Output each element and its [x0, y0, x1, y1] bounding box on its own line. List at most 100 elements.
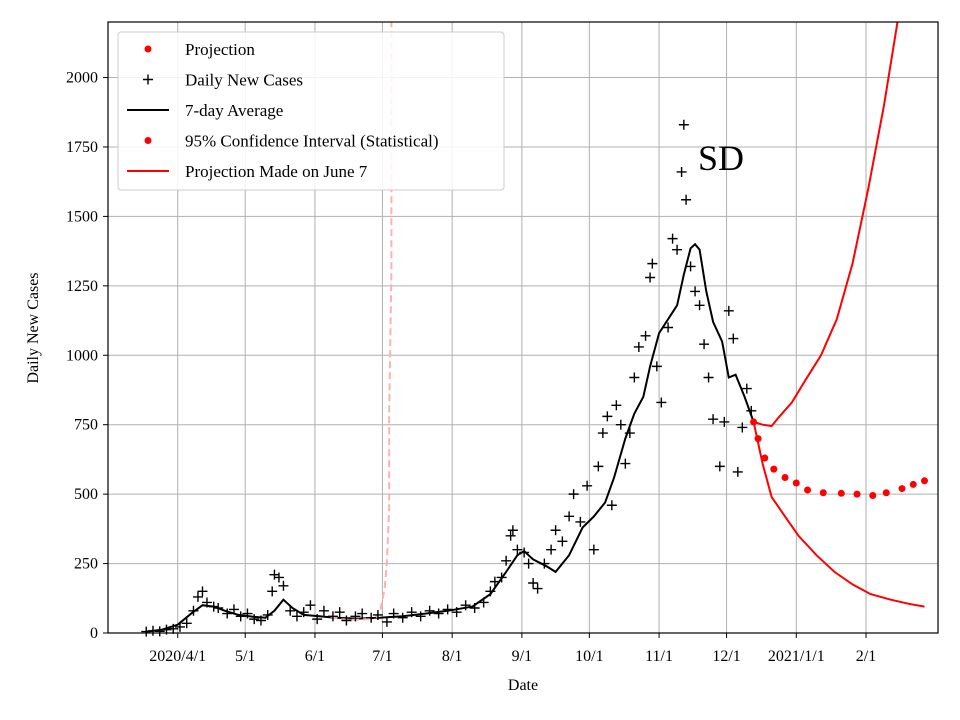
y-tick-label: 1500: [66, 208, 98, 225]
case-point: [667, 233, 678, 244]
projection-point: [770, 465, 778, 473]
projection-point: [781, 473, 789, 481]
case-point: [582, 480, 593, 491]
case-point: [460, 600, 471, 611]
legend-label: 95% Confidence Interval (Statistical): [185, 132, 439, 151]
legend-dot-marker: [144, 137, 152, 144]
case-point: [532, 583, 543, 594]
projection-point: [792, 479, 800, 487]
case-point: [249, 614, 260, 625]
case-point: [678, 119, 689, 130]
x-tick-label: 2021/1/1: [768, 648, 825, 665]
projection-point: [869, 492, 877, 500]
case-point: [593, 461, 604, 472]
case-point: [357, 608, 368, 619]
case-point: [597, 428, 608, 439]
x-tick-label: 2/1: [856, 648, 876, 665]
case-point: [174, 621, 185, 632]
case-point: [478, 597, 489, 608]
y-tick-label: 1750: [66, 139, 98, 156]
x-tick-label: 11/1: [645, 648, 673, 665]
case-point: [694, 300, 705, 311]
projection-point: [853, 490, 861, 498]
case-point: [388, 608, 399, 619]
case-point: [312, 614, 323, 625]
case-point: [699, 339, 710, 350]
case-point: [255, 615, 266, 626]
case-point: [714, 461, 725, 472]
case-point: [633, 341, 644, 352]
case-point: [489, 576, 500, 587]
case-point: [568, 489, 579, 500]
case-point: [588, 544, 599, 555]
case-point: [602, 411, 613, 422]
case-point: [141, 626, 152, 637]
x-tick-label: 12/1: [712, 648, 740, 665]
legend-label: Projection: [185, 40, 255, 59]
case-point: [629, 372, 640, 383]
series-line-95-confidence-interval-statistical-lower: [752, 421, 925, 608]
case-point: [366, 612, 377, 623]
projection-point: [837, 489, 845, 497]
case-point: [620, 458, 631, 469]
projection-point: [819, 489, 827, 497]
case-point: [372, 609, 383, 620]
case-point: [575, 516, 586, 527]
y-tick-label: 250: [74, 556, 98, 573]
case-point: [672, 244, 683, 255]
case-point: [433, 608, 444, 619]
case-point: [737, 422, 748, 433]
case-point: [397, 612, 408, 623]
x-tick-label: 10/1: [575, 648, 603, 665]
case-point: [262, 609, 273, 620]
legend-box: [117, 31, 505, 191]
projection-point: [804, 486, 812, 494]
case-point: [242, 608, 253, 619]
case-point: [285, 605, 296, 616]
case-point: [606, 500, 617, 511]
y-tick-label: 1000: [66, 347, 98, 364]
case-point: [624, 428, 635, 439]
y-axis-title: Daily New Cases: [25, 272, 42, 383]
case-point: [528, 578, 539, 589]
case-point: [523, 558, 534, 569]
case-point: [228, 604, 239, 615]
case-point: [690, 286, 701, 297]
case-point: [154, 626, 165, 637]
case-point: [557, 536, 568, 547]
case-point: [305, 600, 316, 611]
x-tick-label: 5/1: [235, 648, 255, 665]
case-point: [512, 544, 523, 555]
case-point: [663, 322, 674, 333]
case-point: [469, 603, 480, 614]
x-tick-label: 6/1: [305, 648, 325, 665]
case-point: [505, 530, 516, 541]
case-point: [651, 361, 662, 372]
case-point: [615, 419, 626, 430]
case-point: [341, 615, 352, 626]
ticks: 0 250 500 750 1000 1250 1500 1750 2000 2020/4/1 5/…: [66, 70, 876, 665]
x-tick-label: 2020/4/1: [149, 648, 206, 665]
case-point: [318, 605, 329, 616]
legend-dot-marker: [144, 45, 152, 53]
case-point: [501, 555, 512, 566]
projection-point: [898, 485, 906, 493]
case-point: [640, 330, 651, 341]
y-tick-label: 2000: [66, 70, 98, 87]
y-tick-label: 0: [90, 625, 98, 642]
plot-frame: [107, 21, 939, 634]
case-point: [278, 580, 289, 591]
case-point: [168, 623, 179, 634]
series-layer: [141, 22, 929, 637]
case-point: [685, 261, 696, 272]
case-point: [732, 466, 743, 477]
case-point: [201, 597, 212, 608]
projection-point: [761, 454, 769, 462]
case-point: [197, 586, 208, 597]
projection-point: [909, 480, 917, 488]
case-point: [188, 605, 199, 616]
case-point: [496, 572, 507, 583]
case-point: [291, 611, 302, 622]
case-point: [546, 544, 557, 555]
case-point: [424, 605, 435, 616]
